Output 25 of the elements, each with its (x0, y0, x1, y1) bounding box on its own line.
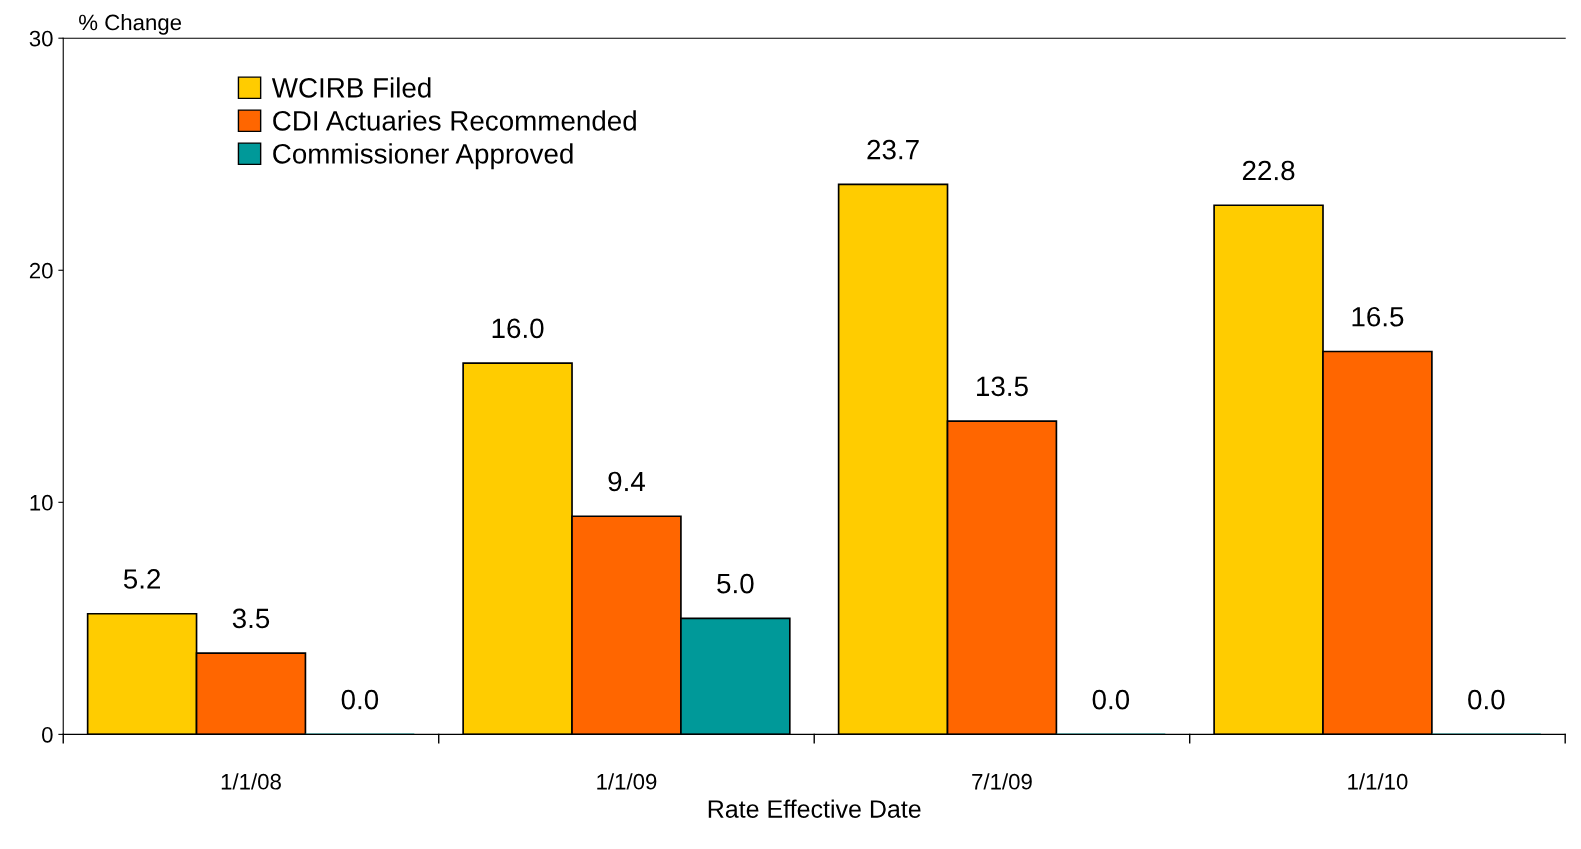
data-label: 23.7 (867, 139, 919, 160)
data-label: 5.0 (717, 573, 754, 594)
data-label: 5.2 (123, 569, 161, 589)
y-tick-label: 0 (42, 726, 53, 743)
y-axis-title: % Change (79, 14, 182, 35)
data-label: 3.5 (232, 608, 270, 629)
x-tick-label: 1/1/10 (1348, 773, 1408, 790)
data-label: 16.5 (1352, 306, 1404, 327)
y-tick-label: 20 (29, 262, 53, 279)
data-label: 9.4 (608, 471, 645, 492)
legend-label: CDI Actuaries Recommended (273, 110, 636, 131)
x-tick-label: 1/1/09 (597, 773, 657, 790)
data-label: 22.8 (1242, 160, 1295, 181)
data-label: 13.5 (977, 376, 1028, 397)
legend-label: Commissioner Approved (273, 143, 573, 170)
data-label: 16.0 (492, 318, 544, 339)
x-axis-title: Rate Effective Date (708, 799, 921, 818)
data-label: 0.0 (1092, 689, 1130, 710)
data-label: 0.0 (1468, 689, 1505, 710)
y-tick-label: 10 (30, 494, 53, 511)
x-tick-label: 1/1/08 (221, 773, 281, 790)
legend-label: WCIRB Filed (271, 77, 431, 98)
y-tick-label: 30 (29, 30, 53, 47)
data-label: 0.0 (341, 689, 379, 710)
x-tick-label: 7/1/09 (972, 773, 1032, 790)
